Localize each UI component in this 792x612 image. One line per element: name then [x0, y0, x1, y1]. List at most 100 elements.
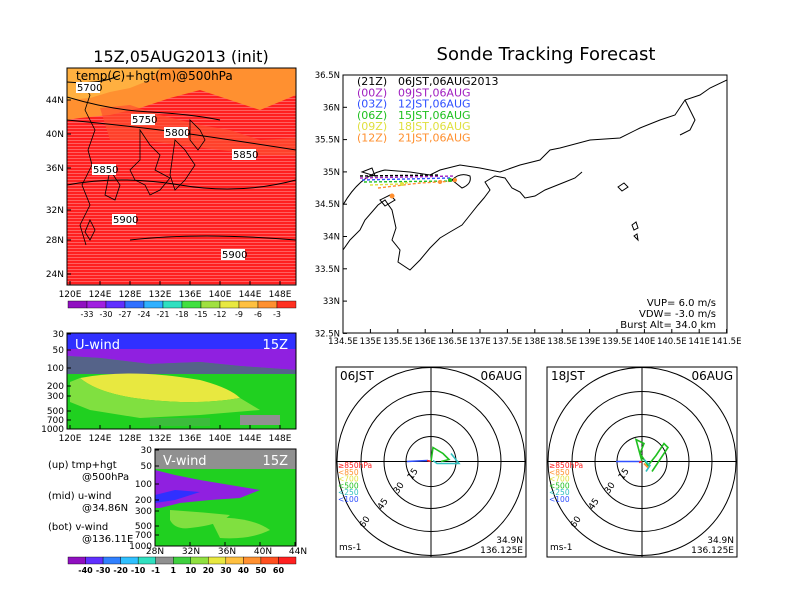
note-up: (up) tmp+hgt [48, 460, 117, 471]
contour-label-5800: 5800 [165, 128, 190, 139]
map-lon-tick-2: 135.5E [383, 337, 413, 347]
uwind-p-tick-4: 300 [47, 392, 64, 402]
uwind-lon-tick-0: 120E [59, 434, 82, 444]
map-lat-tick-8: 32.5N [315, 329, 340, 339]
wind-colorbar-swatch-12 [278, 556, 297, 565]
polar-date: 06AUG [480, 369, 522, 383]
map-lon-tick-4: 136.5E [438, 337, 468, 347]
uwind-lon-tick-1: 124E [89, 434, 112, 444]
polar-unit: ms-1 [550, 543, 572, 553]
vwind-p-tick-1: 50 [141, 462, 153, 472]
polar-level-0: ≥850hPa [338, 461, 372, 470]
map-lon-tick-12: 140.5E [657, 337, 687, 347]
polar-level-3: <500 [549, 481, 570, 490]
right-title: Sonde Tracking Forecast [437, 44, 656, 65]
temp-colorbar-label-7: -12 [213, 310, 226, 319]
legend-tag-0: (21Z) [357, 75, 387, 88]
legend-text-2: 12JST,06AUG [398, 98, 471, 111]
map-lat-tick-6: 33.5N [315, 265, 340, 275]
map-lon-tick-9: 139E [579, 337, 601, 347]
wind-colorbar-label-10: 50 [255, 566, 267, 575]
uwind-p-tick-0: 30 [53, 330, 65, 340]
map-lon-tick-1: 135E [360, 337, 382, 347]
uwind-p-tick-7: 1000 [41, 425, 64, 435]
temp-colorbar-swatch-9 [238, 300, 259, 309]
legend-text-3: 15JST,06AUG [398, 109, 471, 122]
uwind-lon-tick-5: 140E [209, 434, 232, 444]
contour-label-5900-b: 5900 [222, 250, 247, 261]
temp-colorbar-label-10: -3 [273, 310, 281, 319]
temp-lon-tick-1: 124E [89, 290, 112, 300]
contour-label-5700: 5700 [77, 83, 102, 94]
polar-track-4 [638, 460, 643, 464]
wind-colorbar: -40 -30 -20 -10 -1 1 10 20 30 40 50 60 [67, 556, 297, 575]
contour-label-5900-a: 5900 [113, 215, 138, 226]
wind-colorbar-label-0: -40 [78, 566, 93, 575]
note-bot: (bot) v-wind [48, 522, 108, 533]
uwind-p-tick-3: 200 [47, 382, 64, 392]
temp-colorbar-label-5: -18 [175, 310, 188, 319]
wind-colorbar-swatch-8 [208, 556, 227, 565]
legend-tag-4: (09Z) [357, 120, 387, 133]
left-notes: (up) tmp+hgt @500hPa (mid) u-wind @34.86… [48, 460, 133, 545]
temp-map [67, 68, 296, 285]
wind-colorbar-label-11: 60 [273, 566, 285, 575]
uwind-lon-tick-7: 148E [269, 434, 292, 444]
map-lat-tick-7: 33N [323, 297, 340, 307]
temp-colorbar-label-2: -27 [118, 310, 131, 319]
map-lat-tick-1: 36N [323, 103, 340, 113]
info-vdw: VDW= -3.0 m/s [639, 309, 716, 320]
polar-time: 18JST [551, 369, 585, 383]
temp-lon-tick-2: 128E [119, 290, 142, 300]
temp-colorbar-swatch-1 [86, 300, 107, 309]
polar-track-3 [426, 459, 432, 463]
temp-lon-tick-3: 132E [149, 290, 172, 300]
temp-colorbar: -33 -30 -27 -24 -21 -18 -15 -12 -9 -6 -3 [67, 300, 297, 319]
wind-colorbar-swatch-7 [190, 556, 209, 565]
wind-colorbar-label-6: 10 [185, 566, 197, 575]
polar-track-1 [634, 437, 670, 472]
map-lat-tick-2: 35.5N [315, 136, 340, 146]
temp-colorbar-label-4: -21 [156, 310, 169, 319]
polar-level-4: <250 [549, 488, 570, 497]
info-vup: VUP= 6.0 m/s [647, 298, 716, 309]
wind-colorbar-label-9: 40 [238, 566, 250, 575]
wind-colorbar-swatch-0 [67, 556, 86, 565]
vwind-plot [155, 449, 296, 546]
vwind-label: V-wind [163, 454, 207, 469]
info-burst: Burst Alt= 34.0 km [620, 320, 716, 331]
temp-lat-tick-4: 28N [46, 236, 64, 246]
temp-colorbar-label-1: -30 [99, 310, 112, 319]
map-lon-tick-11: 140E [634, 337, 656, 347]
map-lon-tick-13: 141E [688, 337, 710, 347]
map-lon-tick-10: 139.5E [602, 337, 632, 347]
polar-level-5: <100 [338, 495, 359, 504]
temp-colorbar-swatch-10 [257, 300, 278, 309]
legend-text-0: 06JST,06AUG2013 [398, 75, 499, 88]
polar-level-2: <700 [549, 475, 570, 484]
map-lon-tick-3: 136E [414, 337, 436, 347]
map-info: VUP= 6.0 m/s VDW= -3.0 m/s Burst Alt= 34… [620, 298, 716, 331]
contour-label-5850-a: 5850 [233, 150, 258, 161]
polar-lon: 136.125E [691, 546, 734, 556]
map-lat-tick-3: 35N [323, 168, 340, 178]
vwind-p-tick-0: 30 [141, 446, 153, 456]
temp-colorbar-swatch-11 [276, 300, 297, 309]
uwind-label: U-wind [75, 338, 120, 353]
temp-panel-header: 15Z,05AUG2013 (init) [93, 47, 268, 66]
vwind-p-tick-3: 200 [135, 496, 152, 506]
temp-colorbar-label-3: -24 [137, 310, 150, 319]
polar-level-1: <850 [549, 468, 570, 477]
polar-level-2: <700 [338, 475, 359, 484]
wind-colorbar-label-1: -30 [96, 566, 111, 575]
map-lon-tick-6: 137.5E [493, 337, 523, 347]
uwind-lon-tick-4: 136E [179, 434, 202, 444]
legend-tag-1: (00Z) [357, 86, 387, 99]
polar-unit: ms-1 [339, 543, 361, 553]
temp-lat-tick-3: 32N [46, 206, 64, 216]
vwind-p-tick-2: 100 [135, 480, 152, 490]
map-lon-tick-0: 134.5E [328, 337, 358, 347]
vwind-p-tick-6: 700 [135, 531, 152, 541]
temp-lon-tick-7: 148E [269, 290, 292, 300]
